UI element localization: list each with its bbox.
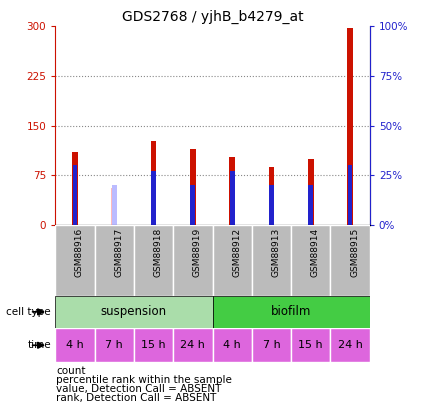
Text: count: count [56, 367, 86, 376]
Bar [291, 225, 331, 296]
Text: GSM88917: GSM88917 [114, 228, 123, 277]
Text: GSM88916: GSM88916 [75, 228, 84, 277]
Bar [73, 165, 77, 225]
Text: 15 h: 15 h [298, 340, 323, 350]
Bar [55, 296, 212, 328]
Bar [252, 328, 291, 362]
Text: 24 h: 24 h [337, 340, 363, 350]
Bar [94, 225, 134, 296]
Bar [331, 328, 370, 362]
Bar [291, 328, 331, 362]
Bar [190, 149, 196, 225]
Text: GSM88919: GSM88919 [193, 228, 202, 277]
Bar [134, 328, 173, 362]
Text: GSM88914: GSM88914 [311, 228, 320, 277]
Text: rank, Detection Call = ABSENT: rank, Detection Call = ABSENT [56, 393, 217, 403]
Bar [308, 159, 314, 225]
Bar [173, 225, 212, 296]
Bar [309, 185, 313, 225]
Bar [94, 328, 134, 362]
Bar [348, 165, 352, 225]
Text: suspension: suspension [101, 305, 167, 318]
Text: value, Detection Call = ABSENT: value, Detection Call = ABSENT [56, 384, 222, 394]
Bar [269, 185, 274, 225]
Text: 15 h: 15 h [141, 340, 166, 350]
Text: 24 h: 24 h [180, 340, 205, 350]
Bar [212, 296, 370, 328]
Text: 7 h: 7 h [263, 340, 280, 350]
Text: 4 h: 4 h [223, 340, 241, 350]
Bar [112, 185, 116, 225]
Bar [212, 328, 252, 362]
Bar [230, 171, 235, 225]
Text: biofilm: biofilm [271, 305, 311, 318]
Bar [347, 28, 353, 225]
Text: time: time [27, 340, 51, 350]
Text: percentile rank within the sample: percentile rank within the sample [56, 375, 232, 385]
Bar [173, 328, 212, 362]
Text: cell type: cell type [6, 307, 51, 317]
Bar [111, 188, 117, 225]
Text: GSM88915: GSM88915 [350, 228, 359, 277]
Bar [134, 225, 173, 296]
Bar [252, 225, 291, 296]
Text: 4 h: 4 h [66, 340, 84, 350]
Bar [269, 166, 275, 225]
Text: 7 h: 7 h [105, 340, 123, 350]
Text: GSM88918: GSM88918 [153, 228, 162, 277]
Bar [151, 171, 156, 225]
Bar [72, 152, 78, 225]
Bar [150, 141, 156, 225]
Bar [229, 157, 235, 225]
Bar [212, 225, 252, 296]
Bar [331, 225, 370, 296]
Bar [55, 225, 94, 296]
Text: GSM88912: GSM88912 [232, 228, 241, 277]
Text: GSM88913: GSM88913 [272, 228, 280, 277]
Bar [55, 328, 94, 362]
Text: GDS2768 / yjhB_b4279_at: GDS2768 / yjhB_b4279_at [122, 10, 303, 24]
Bar [190, 185, 195, 225]
